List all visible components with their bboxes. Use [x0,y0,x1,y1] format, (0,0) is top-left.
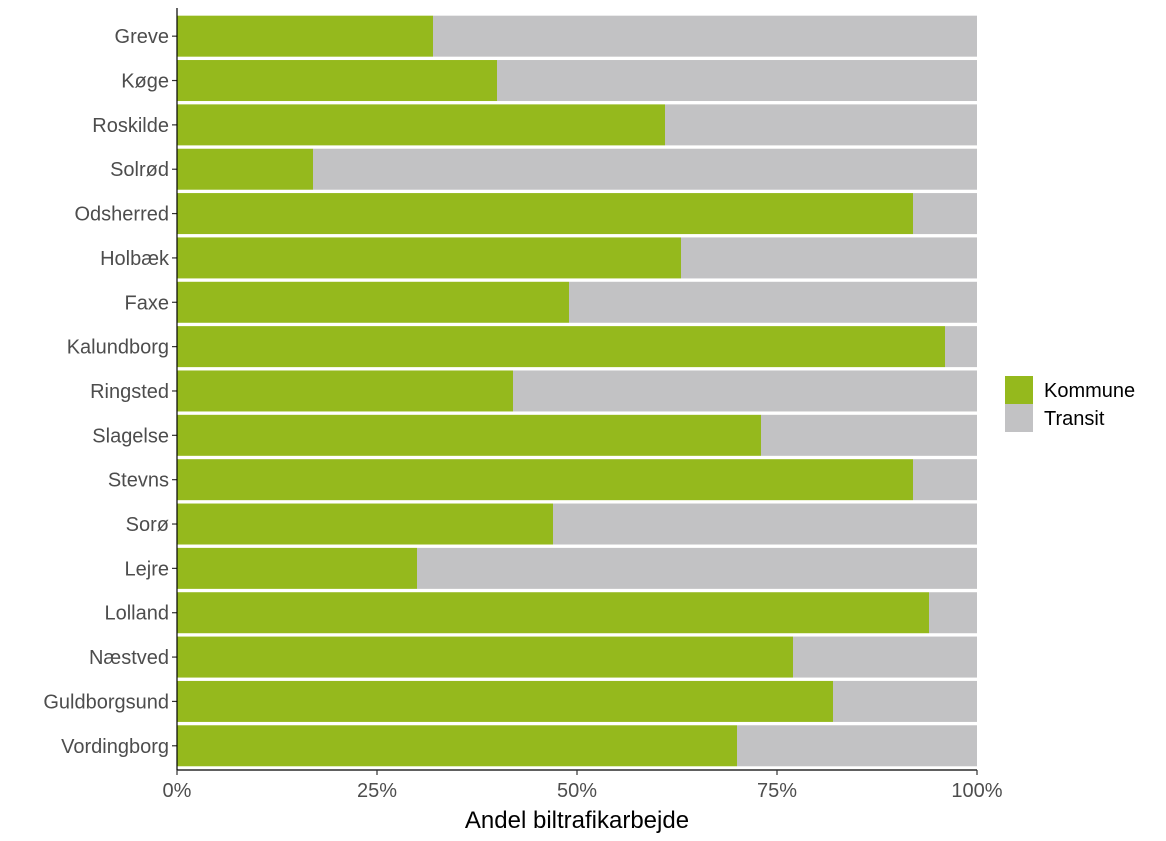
bar-transit-sor [553,503,977,545]
bar-kommune-lolland [177,592,929,634]
x-tick-label-75: 75% [757,780,797,802]
bar-transit-lolland [929,592,977,634]
bar-kommune-vordingborg [177,725,737,767]
y-tick-label-faxe: Faxe [125,292,169,314]
bar-kommune-stevns [177,459,913,501]
y-tick-label-solr-d: Solrød [110,159,169,181]
x-axis-title: Andel biltrafikarbejde [465,807,689,834]
bar-kommune-slagelse [177,414,761,456]
y-tick-label-sor: Sorø [126,514,169,536]
y-tick-label-lejre: Lejre [125,558,169,580]
bar-transit-ringsted [513,370,977,412]
bar-transit-lejre [417,547,977,589]
bar-kommune-sor [177,503,553,545]
legend-label-kommune: Kommune [1044,380,1135,402]
x-tick-label-100: 100% [951,780,1002,802]
y-tick-label-slagelse: Slagelse [92,425,169,447]
bar-kommune-roskilde [177,104,665,146]
bar-transit-holb-k [681,237,977,279]
bar-kommune-odsherred [177,193,913,235]
bar-kommune-solr-d [177,148,313,190]
legend: Kommune Transit [1005,376,1135,432]
bar-kommune-ringsted [177,370,513,412]
y-tick-label-kalundborg: Kalundborg [67,337,169,359]
bar-transit-odsherred [913,193,977,235]
bar-transit-guldborgsund [833,680,977,722]
bar-kommune-lejre [177,547,417,589]
x-tick-label-50: 50% [557,780,597,802]
y-tick-label-holb-k: Holbæk [100,248,170,270]
y-tick-label-greve: Greve [115,26,169,48]
bar-kommune-kalundborg [177,326,945,368]
y-tick-label-ringsted: Ringsted [90,381,169,403]
y-tick-label-guldborgsund: Guldborgsund [43,691,169,713]
x-tick-label-25: 25% [357,780,397,802]
legend-key-transit [1005,404,1033,432]
bar-transit-k-ge [497,60,977,102]
y-tick-label-k-ge: Køge [121,71,169,93]
legend-key-kommune [1005,376,1033,404]
bar-transit-slagelse [761,414,977,456]
legend-label-transit: Transit [1044,408,1105,430]
y-tick-label-lolland: Lolland [104,603,169,625]
y-tick-label-n-stved: Næstved [89,647,169,669]
bar-transit-n-stved [793,636,977,678]
bar-transit-vordingborg [737,725,977,767]
y-tick-label-roskilde: Roskilde [92,115,169,137]
bar-kommune-faxe [177,281,569,323]
bar-transit-faxe [569,281,977,323]
bar-transit-stevns [913,459,977,501]
bar-kommune-n-stved [177,636,793,678]
bar-transit-kalundborg [945,326,977,368]
axis-layer: Greve Køge Roskilde Solrød Odsherred Holbæk Fa… [43,8,1003,802]
bar-kommune-guldborgsund [177,680,833,722]
bar-kommune-k-ge [177,60,497,102]
y-tick-label-vordingborg: Vordingborg [61,736,169,758]
bar-kommune-greve [177,15,433,57]
x-tick-label-0: 0% [163,780,192,802]
bars-layer [177,15,977,767]
bar-transit-roskilde [665,104,977,146]
bar-kommune-holb-k [177,237,681,279]
bar-transit-greve [433,15,977,57]
bar-transit-solr-d [313,148,977,190]
y-tick-label-stevns: Stevns [108,470,169,492]
y-tick-label-odsherred: Odsherred [75,204,170,226]
